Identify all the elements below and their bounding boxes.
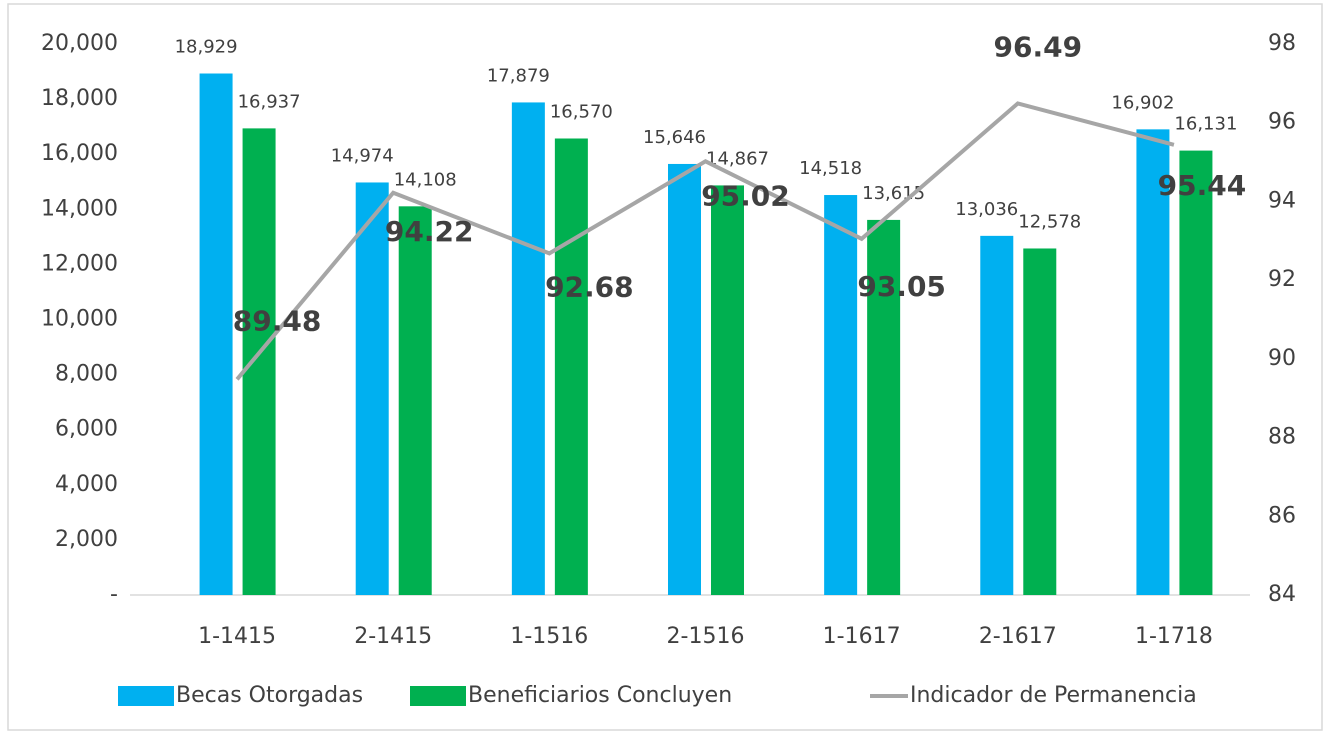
- y2-tick-label: 92: [1268, 267, 1296, 292]
- bar: [242, 128, 276, 595]
- bar-value-label: 16,902: [1111, 92, 1174, 113]
- y2-tick-label: 88: [1268, 425, 1296, 450]
- bar-value-label: 12,578: [1018, 211, 1081, 232]
- bar: [199, 73, 233, 596]
- y-tick-label: 16,000: [41, 141, 118, 166]
- legend-swatch: [118, 686, 174, 706]
- bar: [398, 206, 432, 596]
- bar-value-label: 16,937: [238, 91, 301, 112]
- bar: [980, 235, 1014, 595]
- y2-tick-label: 84: [1268, 582, 1296, 607]
- y2-tick-label: 98: [1268, 31, 1296, 56]
- bar-value-label: 18,929: [175, 37, 238, 58]
- bar-value-label: 16,570: [550, 101, 613, 122]
- y-tick-label: 18,000: [41, 86, 118, 111]
- y-tick-label: 14,000: [41, 196, 118, 221]
- y2-tick-label: 90: [1268, 346, 1296, 371]
- y-tick-label: 20,000: [41, 31, 118, 56]
- bar: [668, 163, 701, 595]
- bar-value-label: 17,879: [487, 65, 550, 86]
- legend-swatch: [410, 686, 466, 706]
- legend-label: Becas Otorgadas: [176, 683, 363, 708]
- line-value-label: 93.05: [857, 270, 946, 303]
- bar-value-label: 14,518: [799, 158, 862, 179]
- line-value-label: 89.48: [233, 304, 322, 337]
- y-tick-label: 12,000: [41, 251, 118, 276]
- line-value-label: 95.02: [701, 179, 790, 212]
- line-value-label: 94.22: [385, 215, 474, 248]
- bar: [1179, 150, 1213, 595]
- line: [235, 101, 1175, 381]
- x-tick-label: 1-1516: [510, 624, 588, 649]
- y-tick-label: 10,000: [41, 307, 118, 332]
- bar: [1136, 129, 1170, 595]
- y-tick-label: 8,000: [55, 362, 118, 387]
- bar: [711, 185, 744, 595]
- bar: [867, 219, 901, 596]
- y-tick-label: -: [110, 582, 118, 607]
- bar: [511, 102, 545, 596]
- line-value-label: 92.68: [545, 270, 634, 303]
- bar: [1023, 248, 1057, 595]
- bar-value-label: 15,646: [643, 127, 706, 148]
- x-tick-label: 2-1617: [979, 624, 1057, 649]
- bar-value-label: 16,131: [1174, 114, 1237, 135]
- x-tick-label: 2-1516: [667, 624, 745, 649]
- x-tick-label: 1-1415: [198, 624, 276, 649]
- line-value-label: 96.49: [993, 30, 1082, 63]
- bar: [355, 182, 389, 595]
- bar: [554, 138, 588, 595]
- bar-value-label: 14,867: [706, 148, 769, 169]
- x-tick-label: 1-1718: [1135, 624, 1213, 649]
- x-tick-label: 1-1617: [823, 624, 901, 649]
- legend-label: Beneficiarios Concluyen: [468, 683, 732, 708]
- bar: [824, 195, 858, 595]
- y2-tick-label: 94: [1268, 188, 1296, 213]
- bar-value-label: 14,108: [394, 169, 457, 190]
- y-tick-label: 6,000: [55, 417, 118, 442]
- bar-value-label: 13,036: [955, 199, 1018, 220]
- y2-tick-label: 86: [1268, 503, 1296, 528]
- line-value-label: 95.44: [1158, 169, 1247, 202]
- bar-value-label: 14,974: [331, 145, 394, 166]
- y2-tick-label: 96: [1268, 110, 1296, 135]
- y-tick-label: 4,000: [55, 472, 118, 497]
- legend-label: Indicador de Permanencia: [910, 683, 1197, 708]
- y-tick-label: 2,000: [55, 527, 118, 552]
- x-tick-label: 2-1415: [354, 624, 432, 649]
